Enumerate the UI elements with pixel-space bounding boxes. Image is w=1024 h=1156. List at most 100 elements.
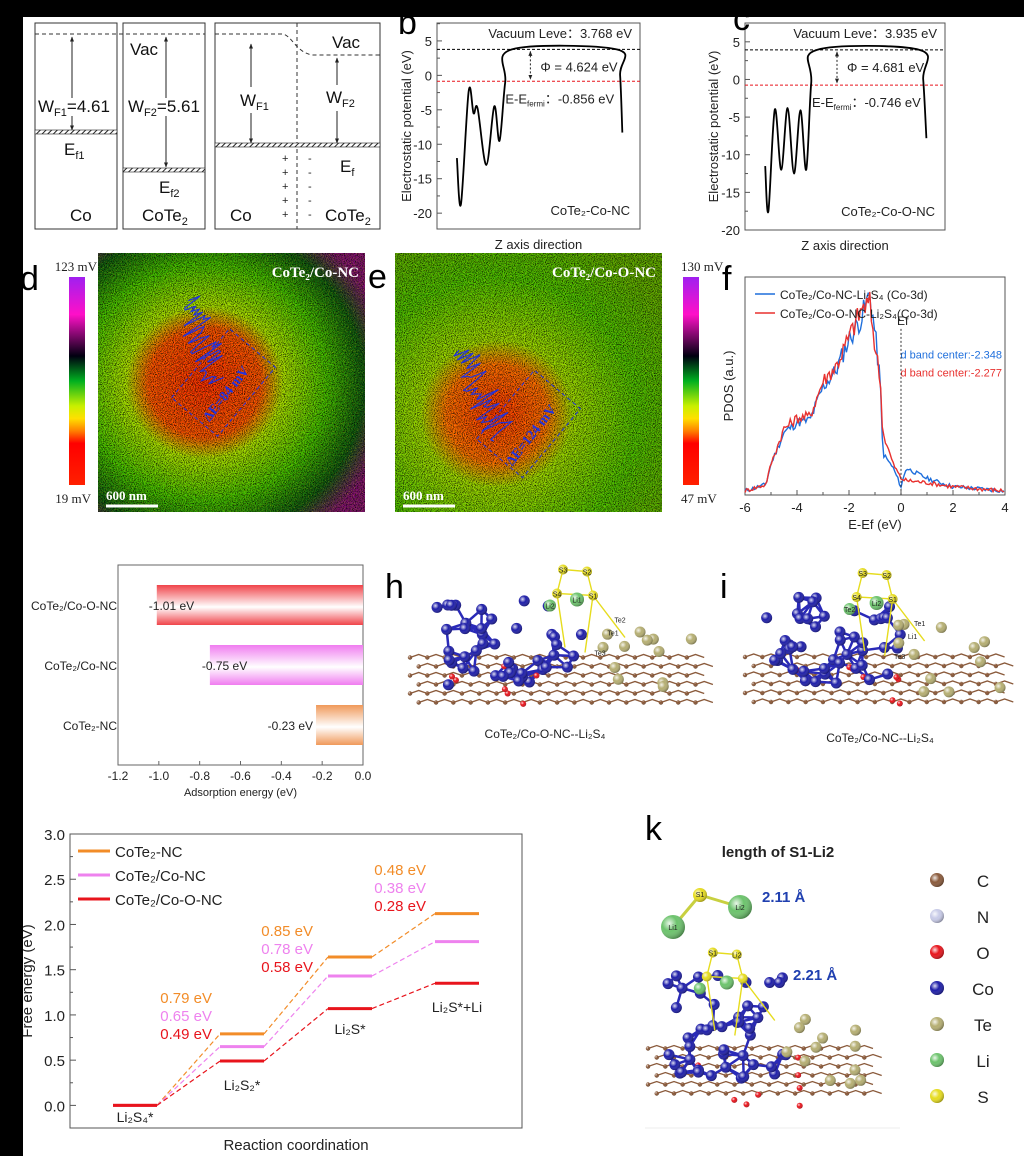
x-tick-label: -0.8 bbox=[189, 769, 210, 783]
atom-shading bbox=[452, 677, 459, 684]
atom-label: Li1 bbox=[572, 598, 581, 605]
legend-label: Li bbox=[976, 1052, 989, 1071]
panel-j-free-energy-chart: 0.0 0.5 1.0 1.5 2.0 2.5 3.0 CoTe₂-NC CoTe₂/Co-NC… bbox=[19, 827, 523, 1154]
atom-shading bbox=[775, 648, 787, 660]
y-tick-label: 2.0 bbox=[44, 917, 65, 934]
atom-shading bbox=[685, 633, 697, 645]
atom-label: S2 bbox=[882, 573, 891, 580]
svg-text:Co: Co bbox=[230, 206, 252, 225]
atom-shading bbox=[504, 690, 511, 697]
atom-shading bbox=[743, 1101, 750, 1108]
atom-shading bbox=[497, 670, 509, 682]
panel-label-d: d bbox=[20, 260, 39, 298]
atom-shading bbox=[701, 1024, 713, 1036]
svg-text:CoTe2: CoTe2 bbox=[325, 206, 371, 228]
atom-shading bbox=[661, 915, 685, 939]
profile-box bbox=[170, 328, 277, 437]
co-box bbox=[34, 22, 118, 230]
atom-shading bbox=[737, 1050, 749, 1062]
atom-shading bbox=[834, 657, 846, 669]
panel-label-e: e bbox=[368, 258, 387, 296]
x-tick-label: -0.4 bbox=[271, 769, 292, 783]
negative-charge: - bbox=[308, 181, 312, 193]
image-title: CoTe₂/Co-O-NC bbox=[552, 265, 656, 281]
atom-shading bbox=[442, 679, 454, 691]
x-tick-label: 2 bbox=[949, 500, 956, 515]
y-tick-label: 5 bbox=[425, 34, 432, 49]
x-axis-label: Z axis direction bbox=[495, 237, 582, 252]
x-tick-label: -0.6 bbox=[230, 769, 251, 783]
negative-charge: - bbox=[308, 153, 312, 165]
atom-shading bbox=[558, 564, 568, 575]
atom-shading bbox=[881, 570, 892, 580]
atom-shading bbox=[849, 1040, 861, 1052]
panel-c-potential-chart: -20 -15 -10 -5 0 5 Vacuum Leve：3.935 eV Φ = 4.6… bbox=[706, 22, 946, 253]
atom-shading bbox=[609, 661, 621, 673]
atom-shading bbox=[705, 1070, 717, 1082]
intermediate-label: Li₂S₄* bbox=[117, 1109, 154, 1125]
atom-shading bbox=[692, 1066, 704, 1078]
profile-box bbox=[475, 369, 582, 479]
atom-shading bbox=[470, 645, 482, 657]
potential-profile-line bbox=[182, 295, 224, 385]
atom-shading bbox=[843, 603, 856, 615]
atom-shading bbox=[682, 1032, 694, 1044]
d-band-center-label: d band center:-2.348 bbox=[900, 349, 1002, 361]
x-tick-label: -4 bbox=[791, 500, 803, 515]
y-tick-label: 0 bbox=[425, 68, 432, 83]
svg-text:WF1: WF1 bbox=[240, 91, 269, 113]
atom-shading bbox=[551, 639, 563, 651]
energy-connector bbox=[371, 913, 436, 958]
work-function-label: Φ = 4.624 eV bbox=[540, 59, 618, 74]
atom-shading bbox=[893, 637, 905, 649]
atom-shading bbox=[799, 675, 811, 687]
y-axis-label: Free energy (eV) bbox=[19, 924, 36, 1037]
atom-shading bbox=[810, 1041, 822, 1053]
x-axis-label: Reaction coordination bbox=[223, 1137, 368, 1154]
atom-label: Li2 bbox=[872, 601, 881, 608]
barrier-label: 0.85 eV bbox=[261, 923, 313, 940]
atom-shading bbox=[781, 1046, 793, 1058]
adsorption-bar bbox=[209, 645, 363, 685]
atom-shading bbox=[544, 599, 556, 612]
atom-shading bbox=[747, 1059, 759, 1071]
atom-shading bbox=[570, 592, 584, 607]
positive-charge: + bbox=[282, 195, 288, 207]
atom-shading bbox=[799, 1013, 811, 1025]
x-tick-label: 0 bbox=[897, 500, 904, 515]
atom-shading bbox=[896, 700, 903, 707]
svg-text:WF2: WF2 bbox=[326, 88, 355, 110]
atom-label: Te3 bbox=[894, 654, 905, 661]
legend-label: CoTe₂/Co-NC bbox=[115, 868, 206, 885]
atom-shading bbox=[844, 1077, 856, 1089]
atom-label: S1 bbox=[709, 951, 718, 958]
colorbar-max-label: 130 mV bbox=[681, 259, 724, 274]
barrier-label: 0.79 eV bbox=[160, 990, 212, 1007]
atom-shading bbox=[503, 656, 515, 668]
sample-label: CoTe₂-Co-O-NC bbox=[841, 204, 935, 219]
fermi-hatch-co bbox=[34, 129, 118, 135]
atom-shading bbox=[575, 629, 587, 641]
atom-label: S1 bbox=[888, 597, 897, 604]
energy-connector bbox=[263, 956, 329, 1035]
negative-charge: - bbox=[308, 195, 312, 207]
atom-label: S4 bbox=[553, 592, 562, 599]
colorbar-min-label: 19 mV bbox=[55, 491, 91, 506]
atom-shading bbox=[798, 665, 810, 677]
atom-shading bbox=[787, 641, 799, 653]
atom-shading bbox=[744, 1022, 756, 1034]
structure-title: length of S1-Li2 bbox=[722, 844, 835, 861]
x-axis-label: Z axis direction bbox=[801, 238, 888, 253]
atom-shading bbox=[641, 634, 653, 646]
atom-shading bbox=[830, 677, 842, 689]
y-axis-label: PDOS (a.u.) bbox=[721, 351, 736, 422]
atom-shading bbox=[889, 697, 896, 704]
atom-shading bbox=[761, 612, 773, 624]
atom-shading bbox=[597, 641, 609, 653]
atom-shading bbox=[755, 1091, 762, 1098]
atom-shading bbox=[848, 631, 860, 643]
atom-shading bbox=[974, 656, 986, 668]
y-tick-label: -20 bbox=[721, 223, 740, 238]
atom-label: Li2 bbox=[732, 953, 741, 960]
